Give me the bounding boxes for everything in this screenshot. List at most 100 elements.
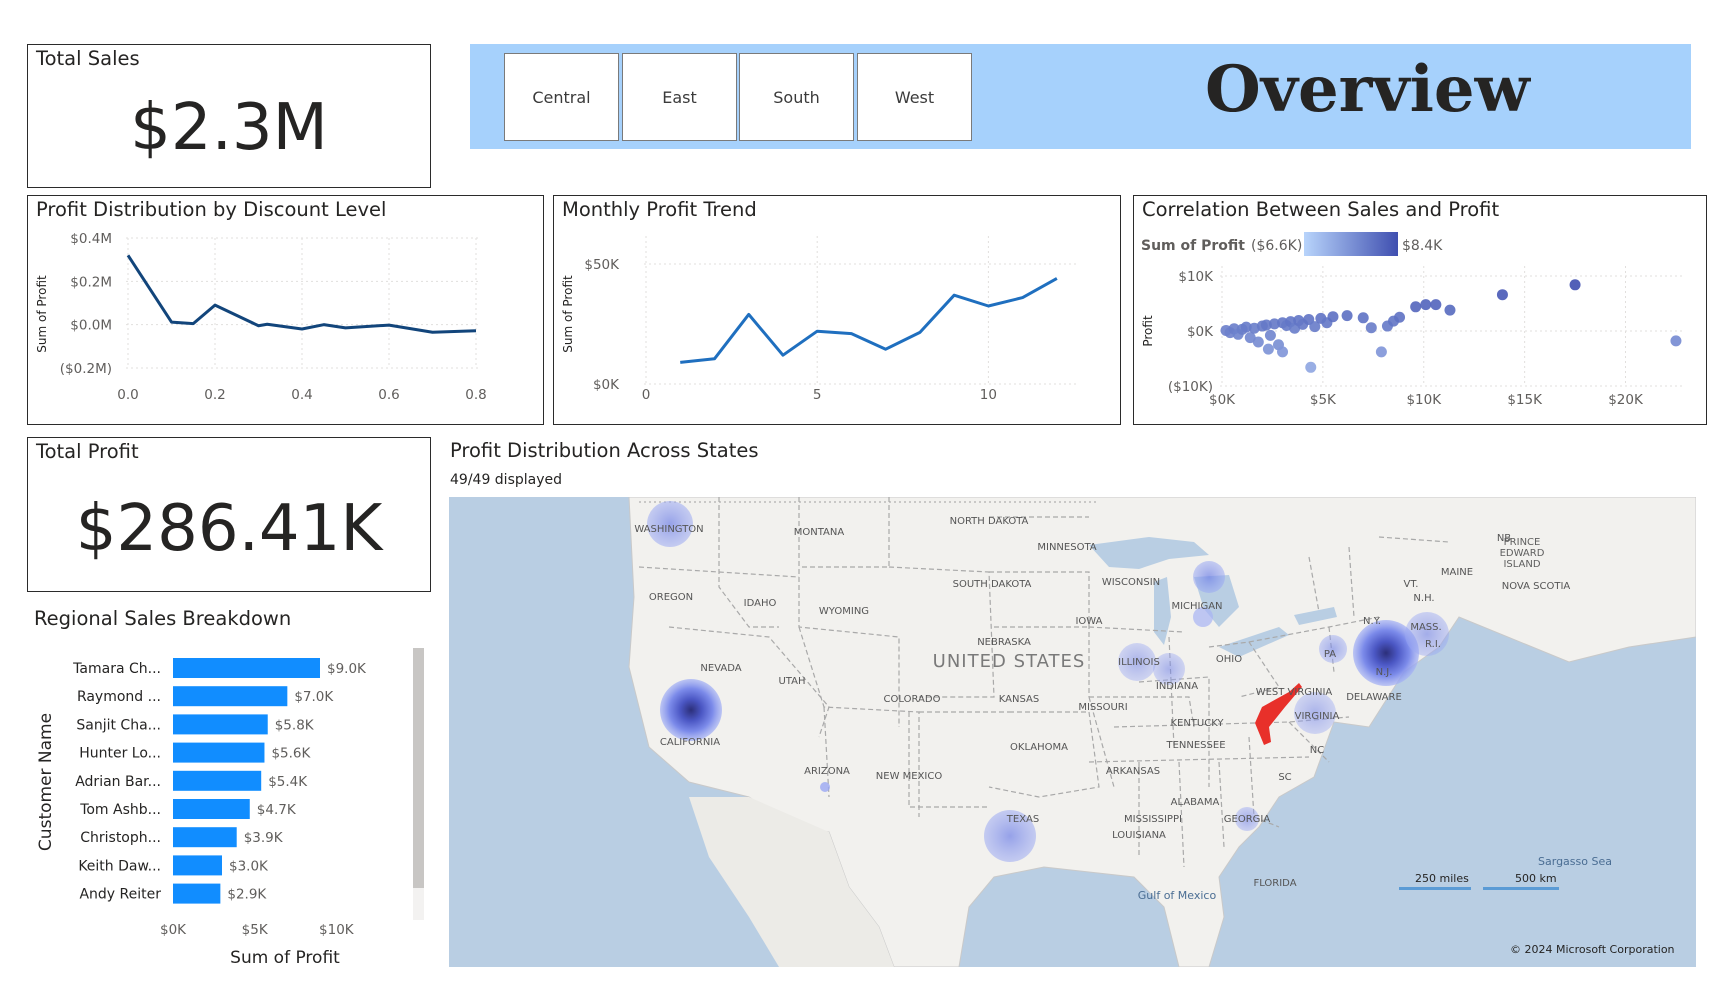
slicer-central-button[interactable]: Central xyxy=(504,53,619,141)
discount-ytick: ($0.2M) xyxy=(60,361,112,377)
map-label-ia: IOWA xyxy=(1075,616,1102,627)
bar-chart-scrollbar-thumb[interactable] xyxy=(413,648,424,888)
scatter-point xyxy=(1305,361,1317,373)
scatter-legend-min: ($6.6K) xyxy=(1251,238,1302,254)
bubble-ga xyxy=(1235,807,1259,831)
monthly-profit-line xyxy=(680,277,1058,364)
discount-xtick: 0.8 xyxy=(465,387,486,403)
map-label-fl: FLORIDA xyxy=(1253,878,1296,889)
monthly-xtick: 10 xyxy=(980,387,997,403)
map-label-or: OREGON xyxy=(649,592,693,603)
total-sales-value: $2.3M xyxy=(130,91,328,165)
monthly-chart-title: Monthly Profit Trend xyxy=(562,198,757,221)
map-label-ns: NOVA SCOTIA xyxy=(1502,581,1571,592)
map-label-il: ILLINOIS xyxy=(1118,657,1160,668)
discount-xtick: 0.0 xyxy=(117,387,138,403)
map-label-pei-line: PRINCE xyxy=(1504,537,1541,548)
bubble-pa xyxy=(1319,635,1347,663)
total-sales-title: Total Sales xyxy=(36,47,140,70)
scatter-point xyxy=(1260,319,1272,331)
monthly-chart-ylabel: Sum of Profit xyxy=(561,275,575,353)
discount-chart-card[interactable]: Profit Distribution by Discount Level Su… xyxy=(27,195,544,425)
discount-profit-line xyxy=(126,254,477,334)
map-label-sd: SOUTH DAKOTA xyxy=(953,579,1032,590)
scatter-point xyxy=(1357,312,1369,324)
bar-chart-ylabel: Customer Name xyxy=(36,713,56,851)
bubble-wa xyxy=(647,501,693,547)
monthly-xtick: 5 xyxy=(813,387,822,403)
header-banner: Central East South West Overview xyxy=(470,44,1691,149)
scatter-xtick: $15K xyxy=(1507,392,1543,408)
discount-ytick: $0.0M xyxy=(70,318,112,334)
bubble-va xyxy=(1294,692,1336,734)
total-profit-title: Total Profit xyxy=(36,440,139,463)
bar-chart-title: Regional Sales Breakdown xyxy=(34,607,292,630)
map-label-wi: WISCONSIN xyxy=(1102,577,1160,588)
map-water-sargasso: Sargasso Sea xyxy=(1538,855,1612,868)
scatter-point xyxy=(1496,289,1508,301)
bar-value-label: $7.0K xyxy=(294,689,334,705)
negative-state-shape xyxy=(1255,683,1302,745)
bar-category-label: Hunter Lo... xyxy=(79,746,161,762)
map-label-ky: KENTUCKY xyxy=(1170,718,1224,729)
scatter-point xyxy=(1252,336,1264,348)
discount-xtick: 0.2 xyxy=(204,387,225,403)
scatter-ytick: $10K xyxy=(1178,269,1214,285)
bar-3 xyxy=(173,714,268,735)
scale-miles: 250 miles xyxy=(1415,872,1469,885)
bar-value-label: $5.4K xyxy=(268,774,308,790)
discount-ytick: $0.2M xyxy=(70,274,112,290)
bar-category-label: Adrian Bar... xyxy=(75,774,161,790)
map-label-ks: KANSAS xyxy=(999,694,1039,705)
discount-chart-title: Profit Distribution by Discount Level xyxy=(36,198,387,221)
bar-7 xyxy=(173,827,237,848)
slicer-west-button[interactable]: West xyxy=(857,53,972,141)
map-label-ms: MISSISSIPPI xyxy=(1124,814,1182,825)
bar-category-label: Raymond ... xyxy=(77,689,161,705)
bar-xtick: $5K xyxy=(242,922,269,938)
map-scale-bar: 250 miles 500 km xyxy=(1399,870,1689,900)
map-label-nm: NEW MEXICO xyxy=(876,771,943,782)
discount-xtick: 0.4 xyxy=(291,387,312,403)
map-label-wy: WYOMING xyxy=(819,606,869,617)
scatter-point xyxy=(1327,311,1339,323)
map-label-oh: OHIO xyxy=(1216,654,1242,665)
scatter-xtick: $20K xyxy=(1608,392,1644,408)
map-label-in: INDIANA xyxy=(1156,681,1198,692)
scatter-point xyxy=(1277,346,1289,358)
monthly-chart-svg: Sum of Profit $50K $0K 0 5 10 xyxy=(561,236,1078,403)
map-label-wv: WEST VIRGINIA xyxy=(1256,687,1333,698)
bar-value-label: $5.6K xyxy=(271,746,311,762)
scatter-point xyxy=(1303,313,1315,325)
scatter-point xyxy=(1670,335,1682,347)
bar-value-label: $3.0K xyxy=(229,858,269,874)
slicer-east-button[interactable]: East xyxy=(622,53,737,141)
bubble-ca xyxy=(660,679,722,741)
bar-1 xyxy=(173,658,320,678)
scatter-ytick: ($10K) xyxy=(1168,379,1213,395)
profit-map[interactable]: WASHINGTON MONTANA NORTH DAKOTA MINNESOTA OR… xyxy=(449,497,1696,967)
scatter-point xyxy=(1569,279,1581,291)
bubble-mi xyxy=(1193,561,1225,593)
scatter-chart-card[interactable]: Correlation Between Sales and Profit Sum… xyxy=(1133,195,1707,425)
scatter-point xyxy=(1394,311,1406,323)
bar-4 xyxy=(173,742,265,763)
lake-superior xyxy=(1089,537,1209,569)
map-label-tn: TENNESSEE xyxy=(1165,740,1225,751)
map-label-nh: N.H. xyxy=(1413,593,1434,604)
slicer-south-button[interactable]: South xyxy=(739,53,854,141)
bar-8 xyxy=(173,855,222,876)
bar-category-label: Sanjit Cha... xyxy=(76,717,161,733)
map-label-ny: N.Y. xyxy=(1363,616,1381,627)
scatter-point xyxy=(1444,304,1456,316)
scatter-xtick: $5K xyxy=(1310,392,1337,408)
monthly-ytick: $50K xyxy=(584,257,620,273)
map-label-tx: TEXAS xyxy=(1006,814,1039,825)
bar-value-label: $5.8K xyxy=(275,717,315,733)
scatter-chart-title: Correlation Between Sales and Profit xyxy=(1142,198,1500,221)
scatter-point xyxy=(1341,310,1353,322)
bar-2 xyxy=(173,686,288,707)
bar-chart-svg[interactable]: Customer Name Sum of Profit $0K $5K $10K Ta… xyxy=(27,640,437,980)
monthly-xtick: 0 xyxy=(642,387,651,403)
monthly-chart-card[interactable]: Monthly Profit Trend Sum of Profit $50K $… xyxy=(553,195,1121,425)
